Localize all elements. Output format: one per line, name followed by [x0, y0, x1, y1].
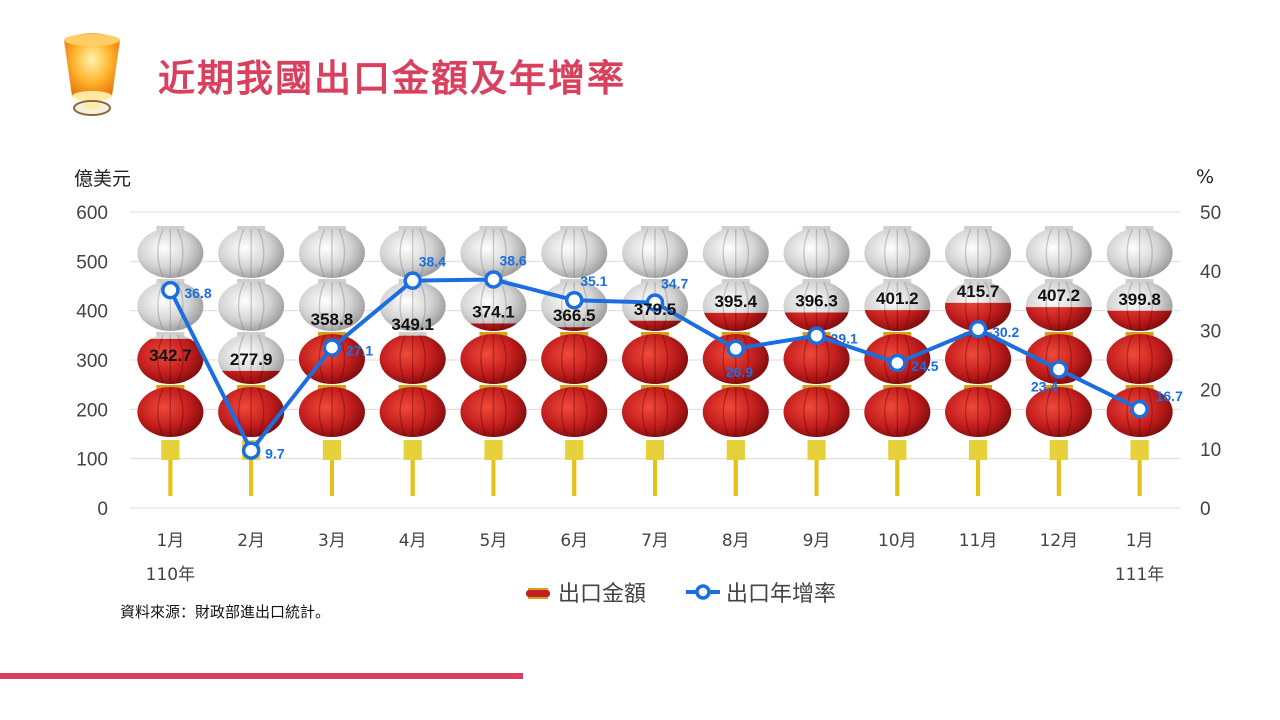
bar-value-label: 366.5 — [553, 306, 596, 325]
legend-item-growth: 出口年增率 — [686, 576, 836, 608]
chart-legend: 出口金額 出口年增率 — [524, 576, 836, 608]
x-tick-label: 4月 — [399, 531, 427, 551]
x-tick-label: 2月 — [237, 531, 265, 551]
y-left-tick-label: 0 — [97, 499, 108, 520]
growth-value-label: 26.9 — [726, 364, 753, 380]
x-tick-label: 11月 — [959, 531, 998, 551]
growth-value-label: 9.7 — [265, 446, 285, 462]
growth-point — [1049, 360, 1069, 379]
x-tick-label: 1月 — [156, 531, 184, 551]
x-tick-label: 10月 — [878, 531, 917, 551]
growth-point — [403, 271, 422, 290]
bar-value-label: 374.1 — [472, 302, 515, 321]
growth-value-label: 29.1 — [831, 331, 858, 347]
y-left-tick-label: 600 — [76, 203, 108, 224]
bar-lantern — [945, 226, 1012, 496]
growth-value-label: 23.4 — [1031, 378, 1058, 394]
bar-lantern — [622, 226, 688, 496]
bar-lantern — [137, 226, 204, 496]
growth-point — [484, 270, 503, 289]
bar-lantern — [460, 226, 527, 496]
y-left-tick-label: 400 — [76, 302, 108, 323]
growth-point — [322, 338, 342, 357]
y-left-tick-label: 300 — [76, 351, 108, 372]
growth-value-label: 16.7 — [1156, 388, 1183, 404]
bar-value-label: 349.1 — [391, 315, 434, 334]
bar-value-label: 396.3 — [795, 291, 838, 310]
y-right-tick-label: 40 — [1200, 262, 1221, 283]
accent-bar — [0, 673, 523, 679]
y-right-tick-label: 50 — [1200, 203, 1221, 224]
y-left-tick-label: 200 — [76, 400, 108, 421]
growth-point — [564, 290, 584, 310]
left-axis-unit: 億美元 — [74, 168, 132, 190]
growth-value-label: 38.6 — [499, 252, 526, 268]
growth-point — [968, 319, 988, 339]
x-tick-label: 9月 — [803, 531, 831, 551]
growth-point — [645, 293, 665, 312]
growth-point — [888, 353, 907, 373]
x-tick-label: 8月 — [722, 531, 750, 551]
bar-lantern — [298, 226, 365, 496]
growth-value-label: 35.1 — [580, 273, 607, 289]
growth-value-label: 27.1 — [346, 343, 373, 359]
y-left-tick-label: 100 — [76, 450, 108, 471]
source-note: 資料來源：財政部進出口統計。 — [120, 603, 331, 621]
lantern-legend-icon — [526, 588, 550, 599]
sky-lantern-logo — [64, 33, 120, 116]
line-marker-legend-icon — [686, 584, 721, 600]
y-left-tick-label: 500 — [76, 252, 108, 273]
x-year-label: 111年 — [1115, 565, 1164, 585]
bar-value-label: 399.8 — [1118, 290, 1161, 309]
x-tick-label: 12月 — [1040, 531, 1079, 551]
x-tick-label: 3月 — [318, 531, 346, 551]
bar-value-label: 277.9 — [230, 350, 273, 369]
y-right-tick-label: 20 — [1200, 381, 1221, 402]
y-right-tick-label: 30 — [1200, 321, 1221, 342]
bar-value-label: 342.7 — [149, 346, 192, 365]
bar-lantern — [783, 226, 850, 496]
growth-value-label: 36.8 — [184, 285, 211, 301]
bar-value-label: 415.7 — [957, 282, 1000, 301]
bar-lantern — [702, 226, 769, 496]
growth-point — [241, 441, 261, 460]
bar-value-label: 379.5 — [634, 300, 677, 319]
growth-point — [161, 280, 180, 300]
right-axis-unit: % — [1196, 166, 1215, 188]
bar-lantern — [1106, 226, 1173, 496]
growth-point — [1130, 399, 1149, 419]
bar-value-label: 407.2 — [1038, 286, 1081, 305]
growth-value-label: 30.2 — [992, 324, 1019, 340]
x-tick-label: 6月 — [560, 531, 588, 551]
legend-label-amount: 出口金額 — [558, 582, 647, 607]
bar-lantern — [541, 226, 608, 496]
x-tick-label: 7月 — [641, 531, 669, 551]
x-year-label: 110年 — [146, 565, 195, 585]
growth-value-label: 24.5 — [911, 358, 938, 374]
growth-point — [726, 339, 746, 359]
x-tick-label: 1月 — [1126, 531, 1154, 551]
growth-value-label: 38.4 — [419, 254, 446, 270]
bar-value-label: 395.4 — [714, 292, 757, 311]
bar-value-label: 401.2 — [876, 289, 919, 308]
growth-value-label: 34.7 — [661, 276, 688, 292]
y-right-tick-label: 10 — [1200, 440, 1221, 461]
x-tick-label: 5月 — [480, 531, 508, 551]
bar-lantern — [864, 226, 931, 496]
bar-lantern — [1025, 226, 1092, 496]
y-right-tick-label: 0 — [1200, 499, 1211, 520]
legend-label-growth: 出口年增率 — [726, 582, 837, 607]
growth-point — [807, 326, 826, 345]
bar-value-label: 358.8 — [311, 310, 354, 329]
page-title: 近期我國出口金額及年增率 — [158, 57, 626, 100]
legend-item-amount: 出口金額 — [524, 576, 646, 608]
